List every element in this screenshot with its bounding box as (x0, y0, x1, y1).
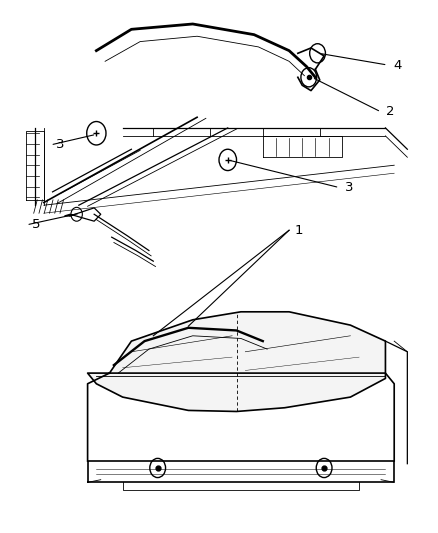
Text: 3: 3 (56, 139, 64, 151)
Text: 3: 3 (345, 181, 353, 194)
Text: 5: 5 (32, 219, 40, 231)
Text: 4: 4 (393, 59, 401, 71)
Text: 1: 1 (294, 224, 303, 237)
Text: 2: 2 (386, 106, 395, 118)
Polygon shape (88, 312, 385, 411)
